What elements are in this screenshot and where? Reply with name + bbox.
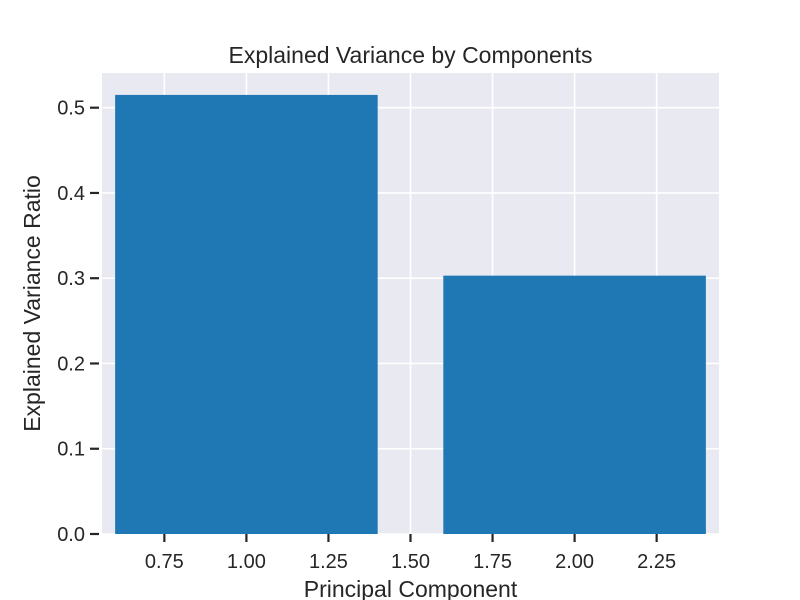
bar-component-1 xyxy=(115,94,378,535)
bar-component-2 xyxy=(443,275,706,534)
x-tick-label: 0.75 xyxy=(145,551,184,573)
x-tick-label: 1.75 xyxy=(473,551,512,573)
x-tick-label: 1.50 xyxy=(391,551,430,573)
chart-title: Explained Variance by Components xyxy=(229,42,593,68)
tick-labels: 0.75 1.00 1.25 1.50 1.75 2.00 2.25 0.0 0.1 0.2 0.3… xyxy=(57,98,676,573)
x-tick-label: 1.25 xyxy=(309,551,348,573)
y-tick-label: 0.5 xyxy=(57,98,85,120)
y-tick-label: 0.3 xyxy=(57,268,85,290)
y-tick-label: 0.1 xyxy=(57,439,85,461)
y-axis-title: Explained Variance Ratio xyxy=(19,175,45,432)
y-tick-label: 0.4 xyxy=(57,183,85,205)
x-tick-label: 2.25 xyxy=(637,551,676,573)
x-tick-label: 2.00 xyxy=(555,551,594,573)
x-tick-label: 1.00 xyxy=(227,551,266,573)
x-axis-title: Principal Component xyxy=(304,576,518,600)
y-tick-label: 0.0 xyxy=(57,524,85,546)
bars xyxy=(115,94,706,535)
tick-marks xyxy=(90,106,658,542)
y-tick-label: 0.2 xyxy=(57,353,85,375)
